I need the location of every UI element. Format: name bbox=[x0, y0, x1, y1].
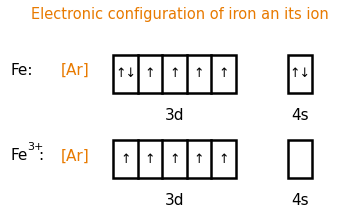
Text: [Ar]: [Ar] bbox=[61, 63, 90, 78]
Text: Fe: Fe bbox=[11, 149, 28, 163]
Text: Electronic configuration of iron an its ion: Electronic configuration of iron an its … bbox=[31, 7, 329, 22]
Bar bbox=[288, 55, 312, 93]
Text: ↑↓: ↑↓ bbox=[290, 67, 311, 80]
Text: 3d: 3d bbox=[165, 108, 184, 123]
Text: ↑: ↑ bbox=[194, 67, 204, 80]
Bar bbox=[113, 55, 236, 93]
Text: ↑: ↑ bbox=[218, 153, 229, 166]
Text: ↑: ↑ bbox=[169, 67, 180, 80]
Text: 4s: 4s bbox=[292, 108, 309, 123]
Bar bbox=[113, 140, 236, 178]
Text: 3+: 3+ bbox=[27, 142, 43, 152]
Text: ↑: ↑ bbox=[169, 153, 180, 166]
Text: 3d: 3d bbox=[165, 193, 184, 208]
Text: ↑: ↑ bbox=[145, 67, 156, 80]
Text: ↑: ↑ bbox=[218, 67, 229, 80]
Text: [Ar]: [Ar] bbox=[61, 149, 90, 163]
Text: ↑: ↑ bbox=[145, 153, 156, 166]
Text: ↑↓: ↑↓ bbox=[115, 67, 136, 80]
Bar bbox=[288, 140, 312, 178]
Text: Fe:: Fe: bbox=[11, 63, 33, 78]
Text: 4s: 4s bbox=[292, 193, 309, 208]
Text: :: : bbox=[38, 149, 43, 163]
Text: ↑: ↑ bbox=[120, 153, 131, 166]
Text: ↑: ↑ bbox=[194, 153, 204, 166]
